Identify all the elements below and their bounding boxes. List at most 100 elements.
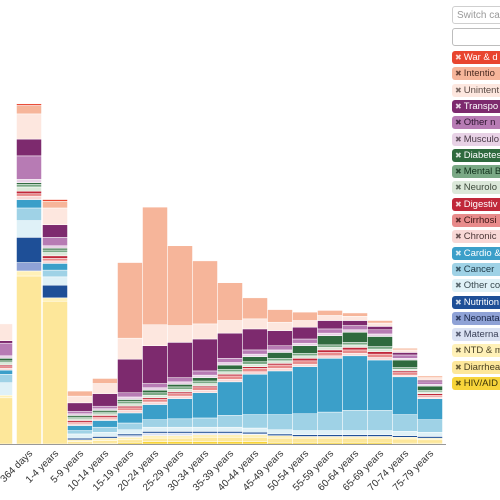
bar-segment[interactable] xyxy=(167,386,193,390)
bar-segment[interactable] xyxy=(67,433,93,439)
bar-segment[interactable] xyxy=(192,431,218,434)
bar-segment[interactable] xyxy=(16,155,42,180)
bar-segment[interactable] xyxy=(16,275,42,445)
bar-segment[interactable] xyxy=(367,410,393,431)
bar-segment[interactable] xyxy=(367,353,393,358)
bar-segment[interactable] xyxy=(42,260,68,264)
bar-segment[interactable] xyxy=(417,439,443,444)
bar-segment[interactable] xyxy=(217,379,243,383)
bar-segment[interactable] xyxy=(342,347,368,351)
bar-segment[interactable] xyxy=(267,414,293,430)
bar-segment[interactable] xyxy=(142,399,168,403)
bar-segment[interactable] xyxy=(292,437,318,443)
bar-segment[interactable] xyxy=(67,413,93,416)
bar-segment[interactable] xyxy=(342,436,368,439)
bar-segment[interactable] xyxy=(0,362,13,366)
bar-segment[interactable] xyxy=(42,200,68,209)
bar-segment[interactable] xyxy=(42,258,68,262)
legend-item[interactable]: ✖ Digestiv xyxy=(452,197,500,211)
bar-segment[interactable] xyxy=(242,414,268,429)
bar-segment[interactable] xyxy=(267,442,293,445)
bar-segment[interactable] xyxy=(392,358,418,361)
bar-segment[interactable] xyxy=(192,392,218,419)
bar-segment[interactable] xyxy=(92,420,118,428)
bar-segment[interactable] xyxy=(92,431,118,437)
bar-segment[interactable] xyxy=(67,421,93,425)
bar-segment[interactable] xyxy=(16,105,42,115)
category-filter-input[interactable] xyxy=(452,28,500,46)
bar-segment[interactable] xyxy=(242,353,268,357)
bar-segment[interactable] xyxy=(242,368,268,373)
bar-segment[interactable] xyxy=(92,408,118,411)
bar-segment[interactable] xyxy=(342,434,368,437)
bar-segment[interactable] xyxy=(142,206,168,325)
bar-segment[interactable] xyxy=(392,374,418,378)
bar-segment[interactable] xyxy=(217,434,243,438)
bar-segment[interactable] xyxy=(192,380,218,384)
bar-segment[interactable] xyxy=(92,405,118,409)
legend-item[interactable]: ✖ Musculo xyxy=(452,132,500,146)
bar-segment[interactable] xyxy=(367,430,393,436)
bar-segment[interactable] xyxy=(67,416,93,420)
bar-segment[interactable] xyxy=(142,397,168,400)
bar-segment[interactable] xyxy=(392,349,418,353)
bar-segment[interactable] xyxy=(167,431,193,434)
remove-category-icon[interactable]: ✖ xyxy=(455,134,462,144)
search-input[interactable]: Switch ca xyxy=(452,6,500,24)
bar-segment[interactable] xyxy=(192,383,218,387)
bar-segment[interactable] xyxy=(16,270,42,277)
legend-item[interactable]: ✖ Cirrhosi xyxy=(452,214,500,227)
bar-segment[interactable] xyxy=(117,403,143,407)
bar-segment[interactable] xyxy=(42,237,68,247)
remove-category-icon[interactable]: ✖ xyxy=(455,313,462,323)
bar-segment[interactable] xyxy=(417,393,443,396)
bar-segment[interactable] xyxy=(317,310,343,316)
bar-segment[interactable] xyxy=(417,398,443,420)
bar-segment[interactable] xyxy=(267,437,293,443)
legend-item[interactable]: ✖ Materna xyxy=(452,328,500,342)
bar-segment[interactable] xyxy=(117,412,143,424)
bar-segment[interactable] xyxy=(192,374,218,378)
bar-segment[interactable] xyxy=(67,390,93,397)
bar-segment[interactable] xyxy=(367,359,393,411)
bar-segment[interactable] xyxy=(217,426,243,432)
bar-segment[interactable] xyxy=(42,297,68,302)
bar-segment[interactable] xyxy=(92,411,118,415)
bar-segment[interactable] xyxy=(417,431,443,437)
bar-segment[interactable] xyxy=(67,410,93,415)
bar-segment[interactable] xyxy=(367,320,393,324)
bar-segment[interactable] xyxy=(67,439,93,442)
bar-segment[interactable] xyxy=(167,432,193,436)
bar-segment[interactable] xyxy=(92,418,118,421)
bar-segment[interactable] xyxy=(317,436,343,439)
bar-segment[interactable] xyxy=(267,345,293,351)
bar-segment[interactable] xyxy=(367,434,393,437)
bar-segment[interactable] xyxy=(0,369,13,375)
bar-segment[interactable] xyxy=(117,399,143,402)
bar-segment[interactable] xyxy=(167,395,193,399)
bar-segment[interactable] xyxy=(117,437,143,441)
bar-segment[interactable] xyxy=(417,384,443,387)
bar-segment[interactable] xyxy=(417,437,443,441)
legend-item[interactable]: ✖ NTD & m xyxy=(452,344,500,358)
bar-segment[interactable] xyxy=(217,432,243,436)
bar-segment[interactable] xyxy=(317,320,343,330)
bar-segment[interactable] xyxy=(142,431,168,434)
bar-segment[interactable] xyxy=(367,351,393,355)
bar-segment[interactable] xyxy=(16,138,42,157)
bar-segment[interactable] xyxy=(417,385,443,391)
bar-segment[interactable] xyxy=(67,420,93,423)
bar-segment[interactable] xyxy=(367,442,393,445)
bar-segment[interactable] xyxy=(117,407,143,411)
bar-segment[interactable] xyxy=(242,363,268,367)
bar-segment[interactable] xyxy=(217,368,243,373)
bar-segment[interactable] xyxy=(192,434,218,438)
bar-segment[interactable] xyxy=(142,435,168,439)
bar-segment[interactable] xyxy=(267,358,293,362)
bar-segment[interactable] xyxy=(117,435,143,438)
bar-segment[interactable] xyxy=(242,361,268,365)
bar-segment[interactable] xyxy=(317,358,343,413)
bar-segment[interactable] xyxy=(392,352,418,356)
bar-segment[interactable] xyxy=(217,371,243,375)
bar-segment[interactable] xyxy=(392,438,418,444)
